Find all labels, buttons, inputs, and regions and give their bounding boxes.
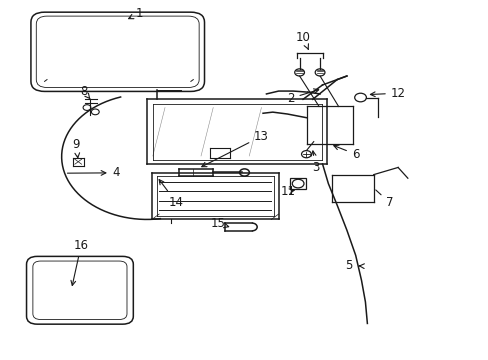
- Text: 6: 6: [333, 145, 359, 161]
- Text: 4: 4: [67, 166, 120, 179]
- Text: 1: 1: [128, 7, 143, 20]
- Text: 5: 5: [345, 259, 364, 272]
- Text: 12: 12: [369, 87, 405, 100]
- Bar: [290, 178, 305, 189]
- Text: 14: 14: [159, 180, 183, 209]
- Text: 10: 10: [295, 31, 310, 49]
- Text: 15: 15: [210, 217, 228, 230]
- Text: 9: 9: [72, 138, 80, 158]
- Text: 13: 13: [202, 130, 268, 167]
- Text: 7: 7: [375, 190, 393, 209]
- Text: 2: 2: [286, 89, 318, 105]
- Text: 8: 8: [80, 85, 90, 99]
- Text: 3: 3: [311, 151, 319, 174]
- Text: 16: 16: [71, 239, 88, 285]
- Text: 11: 11: [280, 185, 295, 198]
